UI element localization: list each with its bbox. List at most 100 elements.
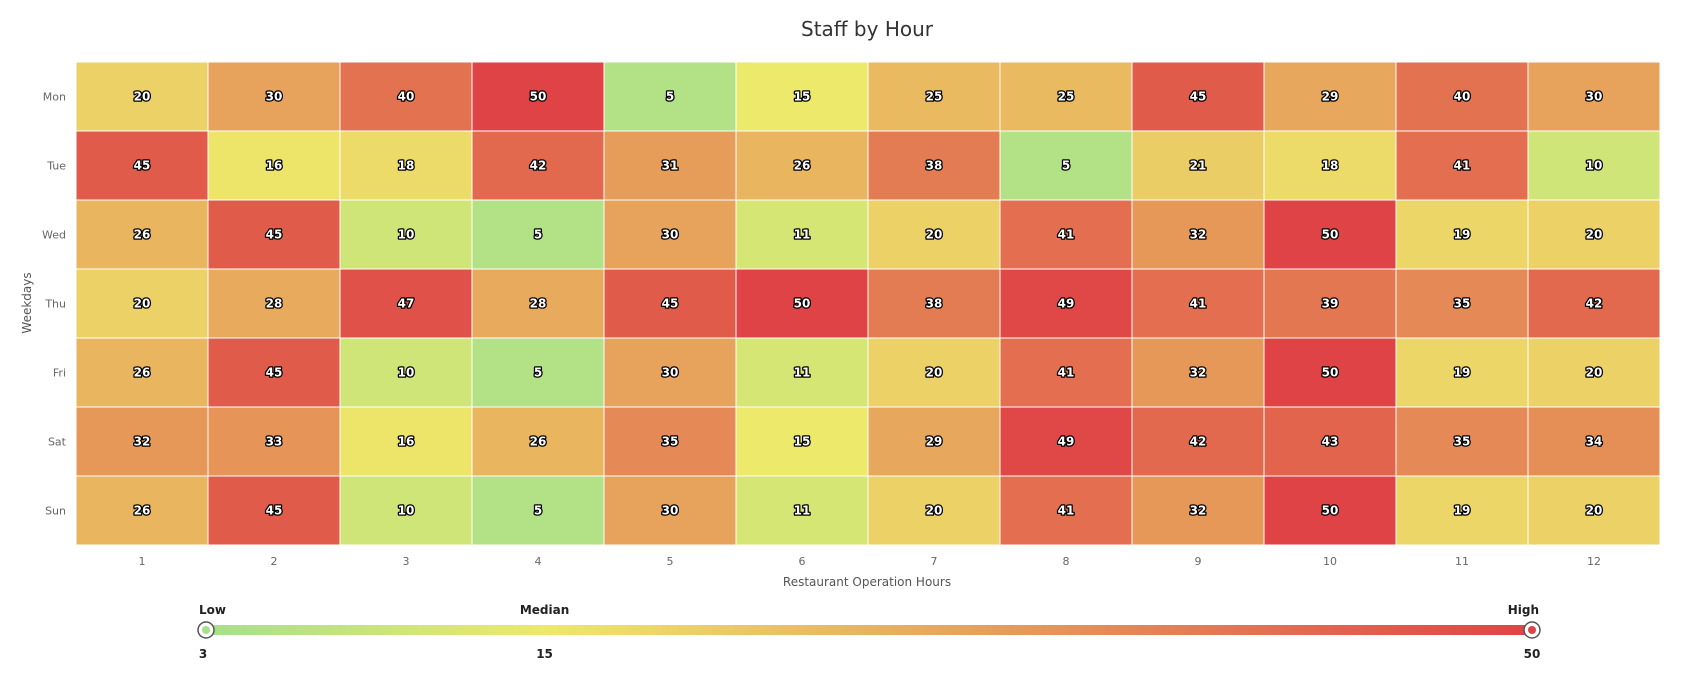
cell-value-label: 5 [1062,159,1070,173]
cell-value-label: 50 [1322,366,1339,380]
y-tick-label: Mon [43,91,66,104]
cell-value-label: 49 [1058,435,1075,449]
legend-min-handle[interactable] [197,621,215,639]
cell-value-label: 41 [1058,228,1075,242]
heatmap-cell [867,199,1001,270]
cell-value-label: 41 [1190,297,1207,311]
x-axis-ticks: 1 2 3 4 5 6 7 8 9 10 11 12 [139,555,1602,568]
y-tick-label: Wed [42,229,66,242]
heatmap-cell [1395,268,1529,339]
legend-high-label: High [1508,603,1539,617]
cell-value-label: 47 [398,297,415,311]
x-tick-label: 1 [139,555,146,568]
x-tick-label: 4 [535,555,542,568]
cell-value-label: 30 [662,504,679,518]
heatmap-cell [735,475,869,546]
cell-value-label: 33 [266,435,283,449]
cell-value-label: 11 [794,504,811,518]
heatmap-cell [1395,199,1529,270]
cell-value-label: 18 [398,159,415,173]
cell-value-label: 45 [266,366,283,380]
heatmap-cell [471,199,605,270]
cell-value-label: 30 [662,366,679,380]
cell-value-label: 38 [926,159,943,173]
cell-value-label: 50 [530,90,547,104]
cell-value-label: 26 [134,228,151,242]
heatmap-cell [471,406,605,477]
heatmap-cell [1263,475,1397,546]
heatmap-cell [75,61,209,132]
legend-median-label: Median [520,603,569,617]
cell-value-label: 10 [398,504,415,518]
heatmap-cell [603,475,737,546]
cell-value-label: 29 [1322,90,1339,104]
x-tick-label: 6 [799,555,806,568]
cell-value-label: 45 [662,297,679,311]
heatmap-cell [1395,475,1529,546]
heatmap-cell [999,406,1133,477]
cell-value-label: 20 [926,366,943,380]
color-scale-legend: Low Median High 3 15 50 [197,603,1541,661]
cell-value-label: 11 [794,366,811,380]
heatmap-cell [1395,130,1529,201]
heatmap-cell [867,337,1001,408]
cell-value-label: 35 [1454,435,1471,449]
y-axis-ticks: Mon Tue Wed Thu Fri Sat Sun [42,91,67,518]
heatmap-cell [339,130,473,201]
cell-value-label: 34 [1586,435,1603,449]
x-tick-label: 11 [1455,555,1469,568]
heatmap-cell [1527,61,1661,132]
heatmap-cell [1527,475,1661,546]
heatmap-cell [999,337,1133,408]
heatmap-cell [339,268,473,339]
cell-value-label: 30 [662,228,679,242]
cell-value-label: 26 [794,159,811,173]
heatmap-cell [1527,406,1661,477]
cell-value-label: 30 [266,90,283,104]
chart-title: Staff by Hour [801,17,934,41]
legend-max-handle[interactable] [1523,621,1541,639]
cell-value-label: 10 [1586,159,1603,173]
heatmap-cell [207,337,341,408]
x-tick-label: 3 [403,555,410,568]
heatmap-cell [75,199,209,270]
cell-value-label: 25 [926,90,943,104]
heatmap-cell [75,406,209,477]
heatmap-cell [867,268,1001,339]
heatmap-cell [1263,268,1397,339]
heatmap-cell [1131,475,1265,546]
cell-value-label: 42 [1586,297,1603,311]
heatmap-cell [603,199,737,270]
cell-value-label: 32 [134,435,151,449]
heatmap-cell [75,130,209,201]
heatmap-cell [471,130,605,201]
cell-value-label: 20 [926,228,943,242]
heatmap-cell [867,130,1001,201]
heatmap-cell [1527,268,1661,339]
cell-value-label: 45 [266,504,283,518]
heatmap-cell [75,337,209,408]
cell-value-label: 30 [1586,90,1603,104]
cell-value-label: 18 [1322,159,1339,173]
cell-value-label: 25 [1058,90,1075,104]
cell-value-label: 45 [266,228,283,242]
heatmap-cell [339,61,473,132]
y-tick-label: Tue [46,160,66,173]
cell-value-label: 40 [1454,90,1471,104]
cell-value-label: 20 [1586,504,1603,518]
cell-value-label: 16 [266,159,283,173]
heatmap-cell [867,406,1001,477]
cell-value-label: 19 [1454,366,1471,380]
cell-value-label: 19 [1454,504,1471,518]
heatmap-cell [207,475,341,546]
cell-value-label: 35 [1454,297,1471,311]
heatmap-cell [471,475,605,546]
heatmap-cell [603,337,737,408]
x-tick-label: 12 [1587,555,1601,568]
heatmap-cell [339,337,473,408]
cell-value-label: 43 [1322,435,1339,449]
x-tick-label: 10 [1323,555,1337,568]
x-tick-label: 8 [1063,555,1070,568]
cell-value-label: 28 [530,297,547,311]
heatmap-cell [207,61,341,132]
